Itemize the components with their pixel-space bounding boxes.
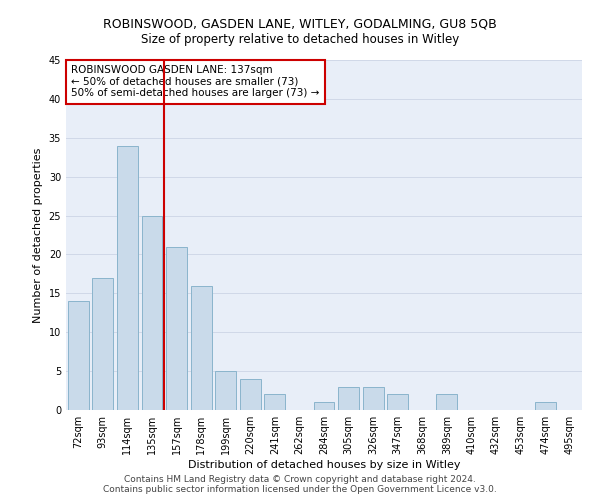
Text: ROBINSWOOD, GASDEN LANE, WITLEY, GODALMING, GU8 5QB: ROBINSWOOD, GASDEN LANE, WITLEY, GODALMI… <box>103 18 497 30</box>
Bar <box>362 386 383 410</box>
Bar <box>166 246 187 410</box>
Bar <box>387 394 408 410</box>
Bar <box>142 216 163 410</box>
Y-axis label: Number of detached properties: Number of detached properties <box>33 148 43 322</box>
Bar <box>191 286 212 410</box>
Bar <box>338 386 359 410</box>
Bar <box>314 402 334 410</box>
Bar <box>215 371 236 410</box>
Text: Size of property relative to detached houses in Witley: Size of property relative to detached ho… <box>141 32 459 46</box>
Text: Contains HM Land Registry data © Crown copyright and database right 2024.: Contains HM Land Registry data © Crown c… <box>124 475 476 484</box>
Bar <box>265 394 286 410</box>
Bar <box>117 146 138 410</box>
Bar <box>240 379 261 410</box>
Bar <box>436 394 457 410</box>
Text: Contains public sector information licensed under the Open Government Licence v3: Contains public sector information licen… <box>103 485 497 494</box>
Bar <box>535 402 556 410</box>
Bar <box>68 301 89 410</box>
Bar <box>92 278 113 410</box>
X-axis label: Distribution of detached houses by size in Witley: Distribution of detached houses by size … <box>188 460 460 470</box>
Text: ROBINSWOOD GASDEN LANE: 137sqm
← 50% of detached houses are smaller (73)
50% of : ROBINSWOOD GASDEN LANE: 137sqm ← 50% of … <box>71 66 320 98</box>
